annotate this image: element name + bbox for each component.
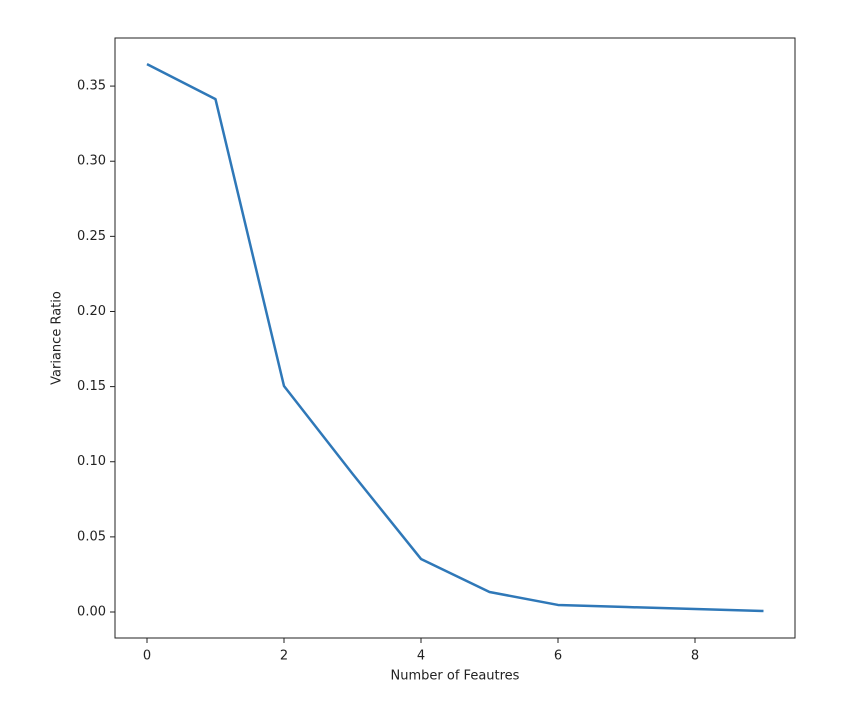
y-tick-label: 0.20 [77, 304, 106, 319]
plot-frame [114, 37, 796, 639]
y-tick-label: 0.00 [77, 605, 106, 620]
x-tick-label: 8 [691, 649, 699, 664]
y-tick-label: 0.05 [77, 529, 106, 544]
y-tick-label: 0.15 [77, 379, 106, 394]
x-tick-label: 0 [143, 649, 151, 664]
y-tick-label: 0.10 [77, 454, 106, 469]
line [146, 63, 764, 613]
y-axis-label: Variance Ratio [50, 291, 65, 385]
x-tick-label: 6 [554, 649, 562, 664]
x-tick-label: 2 [280, 649, 288, 664]
y-tick-label: 0.25 [77, 229, 106, 244]
y-tick-label: 0.30 [77, 154, 106, 169]
x-axis-label: Number of Feautres [391, 669, 520, 684]
x-tick-label: 4 [417, 649, 425, 664]
y-tick-label: 0.35 [77, 79, 106, 94]
